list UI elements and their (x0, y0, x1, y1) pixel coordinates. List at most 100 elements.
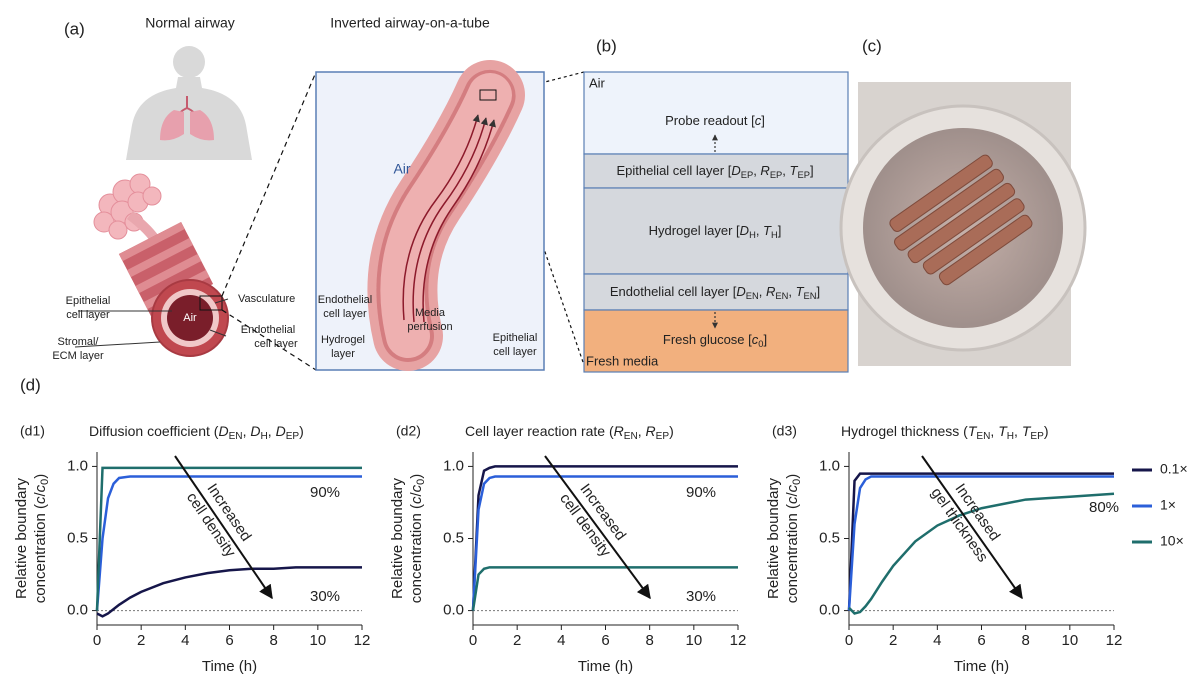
text-part: 0 (39, 479, 51, 485)
legend-label: 1× (1160, 497, 1176, 513)
inverted-title: Inverted airway-on-a-tube (330, 15, 490, 31)
x-tick-label: 8 (269, 632, 277, 649)
text-part: ) (1044, 423, 1049, 439)
text-part: R (760, 163, 769, 178)
text-part: ) (408, 474, 425, 479)
x-tick-label: 8 (645, 632, 653, 649)
text-part: EP (741, 170, 753, 180)
text-part: concentration ( (784, 504, 801, 603)
text-part: ] (778, 223, 782, 238)
series-line (471, 465, 738, 611)
text-part: ] (761, 113, 765, 128)
x-tick-label: 12 (730, 632, 747, 649)
inverted-tube (315, 60, 545, 371)
x-tick-label: 10 (309, 632, 326, 649)
text-part: c (755, 113, 762, 128)
tube-air: Air (393, 161, 410, 177)
text-part: , (756, 223, 763, 238)
fresh-media: Fresh media (586, 353, 659, 368)
x-tick-label: 6 (225, 632, 233, 649)
chart-title: Cell layer reaction rate (REN, REP) (465, 423, 674, 442)
text-part: Hydrogel thickness ( (841, 423, 968, 439)
label-vasculature: Vasculature (238, 293, 295, 305)
text-part: , (788, 284, 795, 299)
y-tick-label: 0.5 (67, 529, 88, 546)
text-part: c (408, 496, 425, 504)
annotation-text: 30% (686, 588, 716, 605)
text-part: Fresh glucose [ (663, 332, 752, 347)
series-line (471, 566, 738, 611)
x-tick-label: 10 (1061, 632, 1078, 649)
label-stromal: ECM layer (52, 350, 104, 362)
y-tick-label: 0.5 (443, 529, 464, 546)
annotation-arrow (544, 455, 651, 600)
text-part: H (1007, 431, 1014, 442)
label-epithelial: cell layer (66, 309, 110, 321)
annotation-text: 30% (310, 588, 340, 605)
text-part: / (784, 491, 801, 496)
text-part: ] (817, 284, 821, 299)
text-part: EN (804, 291, 817, 301)
annotation-arrow (921, 455, 1023, 600)
text-part: 0 (415, 479, 427, 485)
x-axis-label: Time (h) (954, 658, 1009, 675)
text-part: EP (656, 431, 670, 442)
text-part: EN (746, 291, 759, 301)
text-part: EP (286, 431, 300, 442)
y-axis-label: Relative boundary (13, 478, 30, 599)
text-part: ] (763, 332, 767, 347)
text-part: / (408, 491, 425, 496)
panel-label: (d2) (396, 423, 421, 439)
text-part: , (990, 423, 998, 439)
x-axis-label: Time (h) (578, 658, 633, 675)
x-tick-label: 2 (137, 632, 145, 649)
tube-media: Media (415, 307, 446, 319)
annotation-text: 90% (686, 484, 716, 501)
chart-title: Diffusion coefficient (DEN, DH, DEP) (89, 423, 304, 442)
panel-label: (b) (596, 36, 617, 55)
y-tick-label: 1.0 (819, 457, 840, 474)
endothelial-layer: Endothelial cell layer [DEN, REN, TEN] (610, 284, 820, 301)
tube-endothelial: cell layer (323, 308, 367, 320)
text-part: c (784, 484, 801, 492)
text-part: ] (810, 163, 814, 178)
y-tick-label: 0.0 (443, 602, 464, 619)
text-part: D (276, 423, 286, 439)
layer-stack (583, 71, 849, 373)
text-part: , (638, 423, 646, 439)
tube-hydrogel: Hydrogel (321, 334, 365, 346)
text-part: T (790, 163, 799, 178)
x-tick-label: 0 (845, 632, 853, 649)
text-part: H (749, 230, 756, 240)
y-tick-label: 0.0 (67, 602, 88, 619)
panel-label: (d) (20, 375, 41, 394)
text-part: Probe readout [ (665, 113, 755, 128)
annotation-text: 80% (1089, 499, 1119, 516)
text-part: , (753, 163, 760, 178)
x-tick-label: 8 (1021, 632, 1029, 649)
x-tick-label: 4 (557, 632, 565, 649)
text-part: concentration ( (32, 504, 49, 603)
x-axis-label: Time (h) (202, 658, 257, 675)
layer-air: Air (589, 75, 606, 90)
text-part: D (736, 284, 745, 299)
text-part: H (771, 230, 778, 240)
text-part: D (250, 423, 260, 439)
text-part: T (763, 223, 772, 238)
x-tick-label: 4 (933, 632, 941, 649)
panel-label: (a) (64, 19, 85, 38)
text-part: Epithelial cell layer [ (616, 163, 731, 178)
text-part: Hydrogel layer [ (649, 223, 740, 238)
legend-label: 0.1× (1160, 461, 1188, 477)
text-part: H (261, 431, 268, 442)
fresh-glucose: Fresh glucose [c0] (663, 332, 767, 349)
tube-media: perfusion (407, 321, 452, 333)
text-part: , (243, 423, 251, 439)
text-part: / (32, 491, 49, 496)
text-part: c (784, 496, 801, 504)
x-tick-label: 0 (93, 632, 101, 649)
tube-hydrogel: layer (331, 348, 355, 360)
text-part: ) (299, 423, 304, 439)
text-part: 0 (758, 339, 763, 349)
